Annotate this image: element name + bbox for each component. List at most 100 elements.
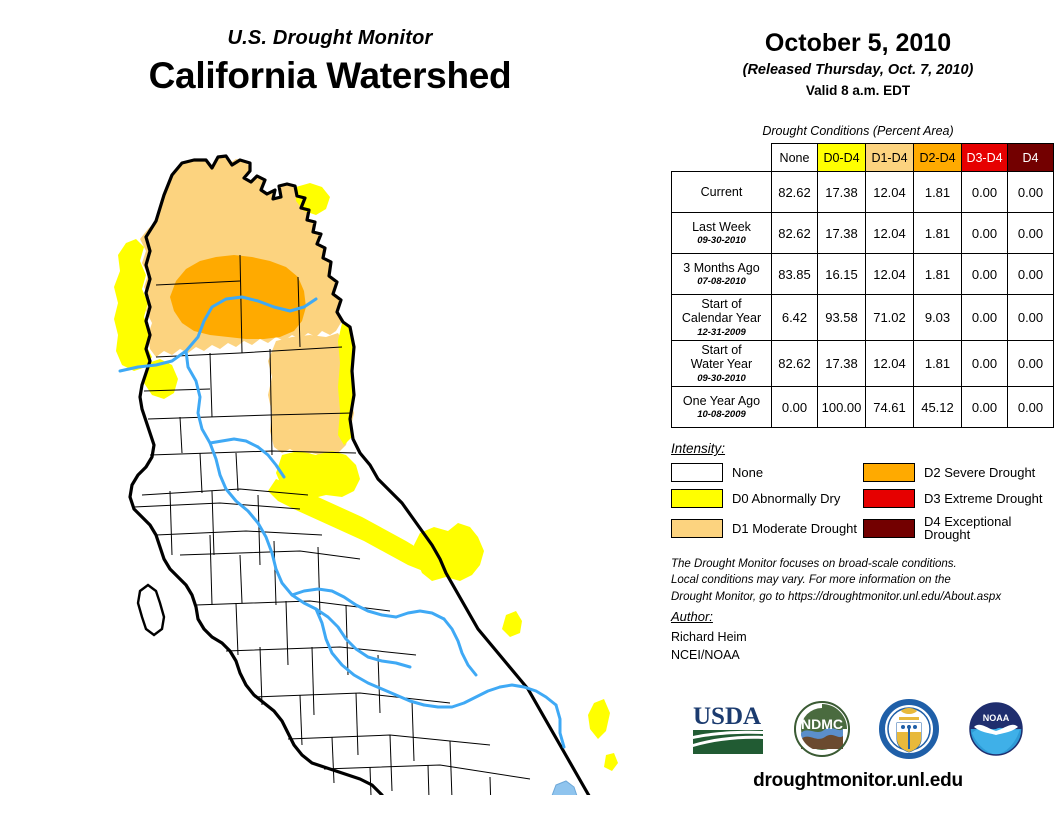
map-area-d0-southeast-3 bbox=[604, 753, 618, 771]
page-title: California Watershed bbox=[148, 55, 512, 96]
cell-d4: 0.00 bbox=[1007, 253, 1054, 295]
cell-d2: 1.81 bbox=[913, 253, 962, 295]
legend-grid: None D2 Severe Drought D0 Abnormally Dry… bbox=[671, 463, 1051, 541]
row-label-text: Current bbox=[700, 184, 743, 199]
legend-item-d1: D1 Moderate Drought bbox=[671, 515, 863, 541]
map-area-d0-southeast-2 bbox=[588, 699, 610, 739]
row-label-start-of-water-year: Start of Water Year 09-30-2010 bbox=[671, 340, 772, 387]
cell-d2: 1.81 bbox=[913, 171, 962, 213]
swatch-d1-icon bbox=[671, 518, 723, 538]
california-state-outline bbox=[128, 154, 591, 795]
legend-item-d3: D3 Extreme Drought bbox=[863, 489, 1051, 508]
row-label-start-of-calendar-year: Start of Calendar Year 12-31-2009 bbox=[671, 294, 772, 341]
disclaimer-line-3: Drought Monitor, go to https://droughtmo… bbox=[671, 590, 1002, 603]
col-header-d1: D1-D4 bbox=[865, 143, 914, 172]
map-pane: U.S. Drought Monitor California Watershe… bbox=[60, 27, 620, 795]
cell-d1: 12.04 bbox=[865, 212, 914, 254]
usda-logo: USDA bbox=[691, 700, 765, 763]
noaa-logo: NOAA bbox=[966, 699, 1026, 764]
swatch-d2-icon bbox=[863, 463, 915, 482]
cell-d2: 1.81 bbox=[913, 340, 962, 387]
cell-none: 6.42 bbox=[771, 294, 818, 341]
row-label-date: 10-08-2009 bbox=[697, 409, 746, 421]
author-block: Author: Richard Heim NCEI/NOAA bbox=[671, 609, 1051, 664]
cell-d3: 0.00 bbox=[961, 386, 1008, 428]
map-svg bbox=[114, 154, 618, 795]
san-francisco-bay bbox=[136, 583, 166, 637]
row-label-text: Last Week bbox=[692, 219, 751, 234]
legend-label: D2 Severe Drought bbox=[924, 465, 1036, 480]
california-watershed-map[interactable] bbox=[60, 135, 620, 795]
map-area-d0-sierra-band bbox=[268, 479, 436, 573]
row-label-date: 07-08-2010 bbox=[697, 276, 746, 288]
ndmc-logo: NDMC bbox=[792, 699, 852, 764]
row-label-date: 09-30-2010 bbox=[697, 235, 746, 247]
swatch-d3-icon bbox=[863, 489, 915, 508]
logo-row: USDA NDMC bbox=[660, 692, 1056, 770]
row-label-last-week: Last Week 09-30-2010 bbox=[671, 212, 772, 254]
cell-d1: 12.04 bbox=[865, 253, 914, 295]
col-header-d2: D2-D4 bbox=[913, 143, 962, 172]
cell-none: 82.62 bbox=[771, 171, 818, 213]
cell-d0: 16.15 bbox=[817, 253, 866, 295]
col-header-d3: D3-D4 bbox=[961, 143, 1008, 172]
intensity-legend: Intensity: None D2 Severe Drought D0 Abn… bbox=[671, 441, 1051, 541]
cell-d3: 0.00 bbox=[961, 171, 1008, 213]
row-label-text: Start of Water Year bbox=[690, 342, 753, 372]
legend-label: D3 Extreme Drought bbox=[924, 491, 1043, 506]
cell-d0: 17.38 bbox=[817, 340, 866, 387]
cell-d3: 0.00 bbox=[961, 340, 1008, 387]
row-label-text: One Year Ago bbox=[682, 393, 761, 408]
cell-d2: 45.12 bbox=[913, 386, 962, 428]
cell-d0: 100.00 bbox=[817, 386, 866, 428]
col-header-d4: D4 bbox=[1007, 143, 1054, 172]
salton-sea bbox=[551, 780, 578, 795]
map-area-d0-northeast bbox=[296, 183, 330, 215]
cell-d4: 0.00 bbox=[1007, 294, 1054, 341]
table-row: One Year Ago 10-08-2009 0.00 100.00 74.6… bbox=[671, 386, 1054, 428]
legend-item-d4: D4 Exceptional Drought bbox=[863, 515, 1051, 541]
drought-conditions-table: None D0-D4 D1-D4 D2-D4 D3-D4 D4 Current … bbox=[671, 143, 1054, 428]
row-label-3-months-ago: 3 Months Ago 07-08-2010 bbox=[671, 253, 772, 295]
svg-text:NDMC: NDMC bbox=[801, 716, 843, 732]
map-area-d1-east bbox=[268, 333, 354, 457]
cell-d0: 93.58 bbox=[817, 294, 866, 341]
legend-label: None bbox=[732, 465, 764, 480]
cell-d3: 0.00 bbox=[961, 294, 1008, 341]
rivers bbox=[118, 295, 566, 749]
table-header-row: None D0-D4 D1-D4 D2-D4 D3-D4 D4 bbox=[671, 143, 1054, 172]
cell-d1: 74.61 bbox=[865, 386, 914, 428]
cell-none: 0.00 bbox=[771, 386, 818, 428]
svg-text:NOAA: NOAA bbox=[982, 713, 1009, 723]
release-date: October 5, 2010 bbox=[764, 29, 952, 57]
commerce-seal bbox=[878, 698, 939, 764]
table-row: Start of Calendar Year 12-31-2009 6.42 9… bbox=[671, 294, 1054, 341]
date-block: October 5, 2010 (Released Thursday, Oct.… bbox=[660, 29, 1056, 99]
cell-d4: 0.00 bbox=[1007, 171, 1054, 213]
county-boundaries bbox=[133, 254, 531, 795]
swatch-d4-icon bbox=[863, 518, 915, 538]
legend-label: D1 Moderate Drought bbox=[732, 520, 858, 536]
row-label-one-year-ago: One Year Ago 10-08-2009 bbox=[671, 386, 772, 428]
map-area-d0-southeast-1 bbox=[502, 611, 522, 637]
row-label-text: Start of Calendar Year bbox=[681, 296, 762, 326]
cell-d2: 1.81 bbox=[913, 212, 962, 254]
title-subtitle: U.S. Drought Monitor bbox=[227, 27, 433, 49]
col-header-none: None bbox=[771, 143, 818, 172]
author-affiliation: NCEI/NOAA bbox=[671, 648, 740, 663]
row-label-date: 12-31-2009 bbox=[697, 327, 746, 339]
map-area-d0-valley-west bbox=[144, 359, 178, 399]
cell-d0: 17.38 bbox=[817, 171, 866, 213]
legend-label: D0 Abnormally Dry bbox=[732, 491, 841, 506]
disclaimer-text: The Drought Monitor focuses on broad-sca… bbox=[671, 556, 1051, 605]
released-note: (Released Thursday, Oct. 7, 2010) bbox=[742, 62, 974, 78]
map-area-d0-sierra-east bbox=[414, 523, 484, 581]
disclaimer-line-2: Local conditions may vary. For more info… bbox=[671, 574, 951, 587]
table-row: Last Week 09-30-2010 82.62 17.38 12.04 1… bbox=[671, 212, 1054, 254]
author-name: Richard Heim bbox=[671, 630, 747, 644]
legend-item-none: None bbox=[671, 463, 863, 482]
website-url[interactable]: droughtmonitor.unl.edu bbox=[753, 770, 963, 791]
table-row: Start of Water Year 09-30-2010 82.62 17.… bbox=[671, 340, 1054, 387]
cell-d1: 71.02 bbox=[865, 294, 914, 341]
row-label-current: Current bbox=[671, 171, 772, 213]
